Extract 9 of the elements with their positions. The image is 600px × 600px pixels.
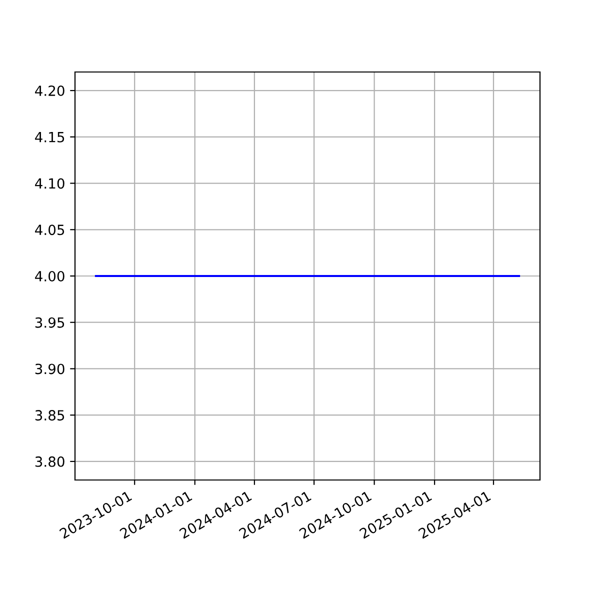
y-tick-label: 4.10 <box>35 178 64 189</box>
y-tick-label: 4.20 <box>35 86 64 96</box>
y-tick-label: 4.00 <box>35 270 64 282</box>
y-tick-label: 3.80 <box>35 456 64 467</box>
y-tick-label: 3.95 <box>35 317 64 328</box>
y-tick-label: 4.15 <box>35 132 64 142</box>
y-tick-label: 3.90 <box>35 364 64 374</box>
y-tick-label: 3.85 <box>35 410 64 421</box>
y-tick-label: 4.05 <box>35 224 64 236</box>
